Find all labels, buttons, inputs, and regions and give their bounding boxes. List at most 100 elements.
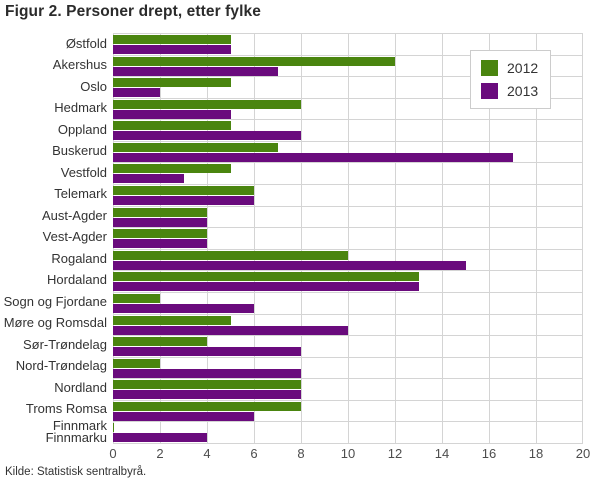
- chart-row: [113, 250, 583, 272]
- chart-row: [113, 336, 583, 358]
- chart-row: [113, 185, 583, 207]
- category-label: Troms Romsa: [25, 401, 107, 417]
- chart-row: [113, 120, 583, 142]
- bar-2012: [113, 56, 395, 66]
- chart-row: [113, 379, 583, 401]
- bar-2013: [113, 347, 301, 357]
- bar-2013: [113, 174, 184, 184]
- gridline-x-16: [489, 34, 490, 444]
- chart-area: Østfold Akershus Oslo Hedmark Oppland Buskeru…: [0, 33, 610, 462]
- x-tick-label-12: 12: [387, 446, 403, 461]
- chart-title: Figur 2. Personer drept, etter fylke: [5, 3, 261, 20]
- bar-2013: [113, 131, 301, 141]
- category-label: Møre og Romsdal: [3, 315, 107, 331]
- bar-2013: [113, 260, 466, 270]
- x-tick-label-14: 14: [434, 446, 450, 461]
- bar-2013: [113, 390, 301, 400]
- category-label: Finnmark Finnmarku: [45, 418, 107, 445]
- bar-2012: [113, 229, 207, 239]
- bar-2012: [113, 35, 231, 44]
- bar-2013: [113, 196, 254, 206]
- legend-item-2012: 2012: [481, 60, 538, 76]
- bar-2013: [113, 217, 207, 227]
- chart-row: [113, 228, 583, 250]
- category-label: Buskerud: [52, 143, 107, 159]
- chart-row: [113, 293, 583, 315]
- bar-2012: [113, 121, 231, 131]
- chart-row: [113, 358, 583, 380]
- bar-2012: [113, 250, 348, 260]
- bar-2013: [113, 282, 419, 292]
- x-tick-label-2: 2: [156, 446, 164, 461]
- legend-swatch-2013: [481, 83, 498, 99]
- bar-2012: [113, 401, 301, 411]
- gridline-x-8: [301, 34, 302, 444]
- bar-2012: [113, 272, 419, 282]
- bar-2012: [113, 186, 254, 196]
- plot-rows: [113, 34, 583, 444]
- gridline-x-10: [348, 34, 349, 444]
- bar-2012: [113, 337, 207, 347]
- category-label: Nordland: [54, 379, 107, 395]
- bar-2012: [113, 99, 301, 109]
- bar-2013: [113, 411, 254, 421]
- category-label: Telemark: [54, 186, 107, 202]
- category-label: Vestfold: [60, 164, 107, 180]
- category-label: Oppland: [57, 121, 107, 137]
- bar-2013: [113, 368, 301, 378]
- bar-2013: [113, 66, 278, 76]
- category-label: Hordaland: [47, 272, 107, 288]
- chart-row: [113, 207, 583, 229]
- gridline-x-18: [536, 34, 537, 444]
- chart-row: [113, 163, 583, 186]
- category-label: Sogn og Fjordane: [3, 293, 107, 309]
- bar-2012: [113, 423, 114, 433]
- x-axis: 0 2 4 6 8 10 12 14 16 18 20: [109, 444, 590, 462]
- legend-swatch-2012: [481, 60, 498, 76]
- bar-2013: [113, 303, 254, 313]
- x-tick-label-10: 10: [340, 446, 356, 461]
- gridline-x-0: [113, 34, 114, 444]
- chart-row: [113, 401, 583, 423]
- chart-row: [113, 422, 583, 444]
- category-label: Aust-Agder: [41, 207, 107, 223]
- bar-2012: [113, 207, 207, 217]
- bar-2012: [113, 142, 278, 152]
- x-tick-label-16: 16: [481, 446, 497, 461]
- category-label: Nord-Trøndelag: [15, 358, 107, 374]
- gridline-x-4: [207, 34, 208, 444]
- bar-2013: [113, 88, 160, 98]
- x-tick-label-8: 8: [297, 446, 305, 461]
- legend: 2012 2013: [470, 50, 552, 109]
- chart-row: [113, 77, 583, 99]
- bar-2013: [113, 433, 207, 443]
- bar-2012: [113, 164, 231, 174]
- category-label: Hedmark: [54, 100, 107, 116]
- bar-2013: [113, 325, 348, 335]
- plot-area: 2012 2013: [113, 33, 583, 444]
- chart-row: [113, 271, 583, 293]
- gridline-x-20: [582, 34, 583, 444]
- category-label: Rogaland: [51, 250, 107, 266]
- x-tick-label-6: 6: [250, 446, 258, 461]
- bar-2012: [113, 358, 160, 368]
- legend-item-2013: 2013: [481, 83, 538, 99]
- bar-2013: [113, 109, 231, 119]
- gridline-x-6: [254, 34, 255, 444]
- chart-row: [113, 56, 583, 78]
- x-tick-label-4: 4: [203, 446, 211, 461]
- category-label: Akershus: [52, 57, 107, 73]
- legend-label-2012: 2012: [507, 60, 539, 76]
- bar-2013: [113, 45, 231, 54]
- y-axis-labels: Østfold Akershus Oslo Hedmark Oppland Buskeru…: [0, 33, 113, 444]
- gridline-x-14: [442, 34, 443, 444]
- chart-row: [113, 142, 583, 164]
- category-label: Sør-Trøndelag: [22, 336, 107, 352]
- x-tick-label-18: 18: [528, 446, 544, 461]
- gridline-x-12: [395, 34, 396, 444]
- bar-2012: [113, 78, 231, 88]
- bar-2012: [113, 293, 160, 303]
- category-label: Vest-Agder: [42, 229, 107, 245]
- x-tick-label-0: 0: [109, 446, 117, 461]
